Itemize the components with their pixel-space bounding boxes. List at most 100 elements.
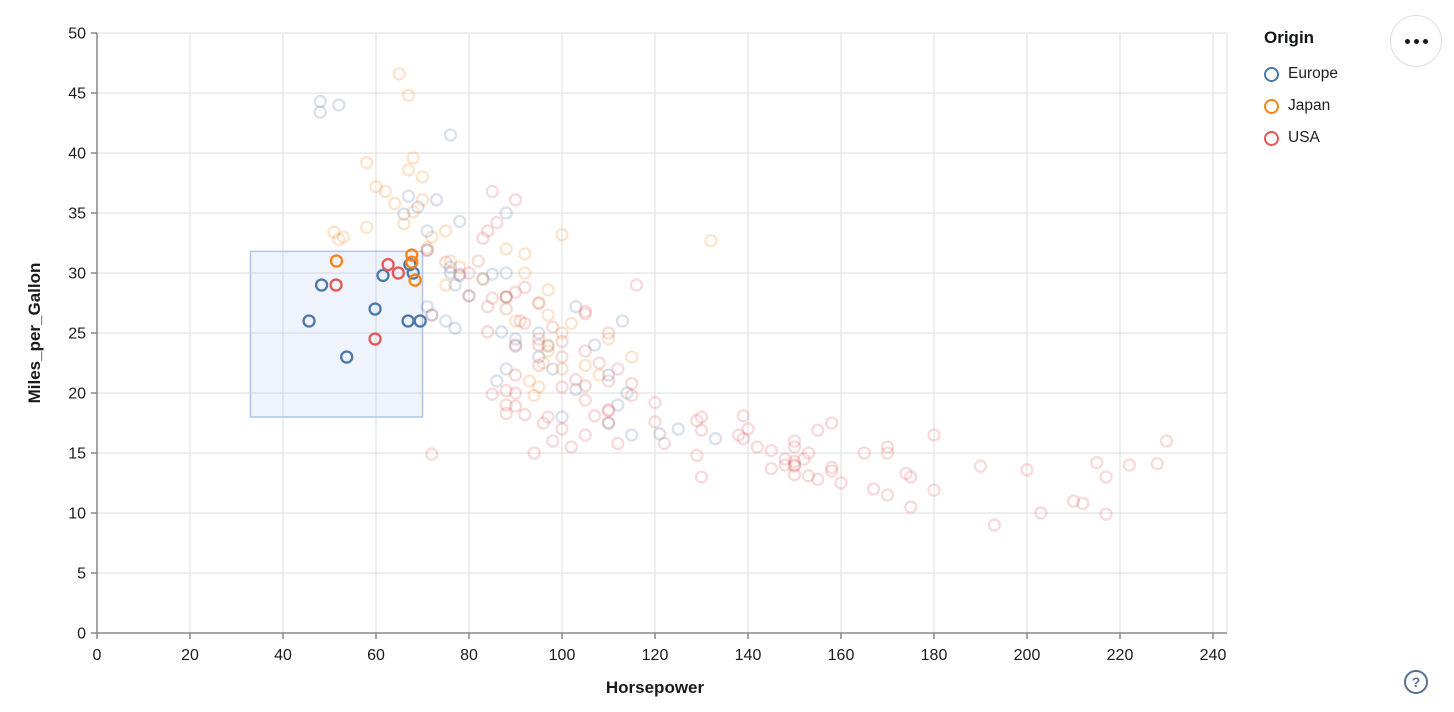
point-selected-europe[interactable] bbox=[368, 302, 382, 316]
point-unselected-japan[interactable] bbox=[336, 230, 351, 244]
point-unselected-usa[interactable] bbox=[601, 403, 616, 417]
point-unselected-japan[interactable] bbox=[406, 205, 420, 219]
point-unselected-usa[interactable] bbox=[508, 193, 523, 207]
point-unselected-usa[interactable] bbox=[1034, 506, 1048, 520]
point-unselected-europe[interactable] bbox=[532, 350, 546, 364]
point-unselected-usa[interactable] bbox=[764, 461, 778, 476]
point-unselected-japan[interactable] bbox=[425, 230, 439, 244]
point-unselected-europe[interactable] bbox=[332, 98, 346, 112]
point-unselected-europe[interactable] bbox=[429, 193, 444, 207]
point-unselected-europe[interactable] bbox=[476, 272, 490, 286]
point-unselected-japan[interactable] bbox=[332, 232, 346, 247]
point-unselected-usa[interactable] bbox=[1099, 470, 1113, 484]
point-unselected-europe[interactable] bbox=[601, 368, 616, 382]
point-unselected-usa[interactable] bbox=[778, 452, 792, 466]
point-unselected-usa[interactable] bbox=[825, 416, 839, 430]
point-unselected-usa[interactable] bbox=[611, 362, 625, 376]
point-selected-europe[interactable] bbox=[314, 278, 329, 292]
point-unselected-europe[interactable] bbox=[401, 189, 416, 203]
point-unselected-japan[interactable] bbox=[704, 233, 718, 248]
point-unselected-usa[interactable] bbox=[508, 285, 523, 299]
point-unselected-europe[interactable] bbox=[420, 224, 434, 238]
legend-item-europe[interactable]: Europe bbox=[1264, 58, 1338, 90]
point-unselected-japan[interactable] bbox=[439, 278, 453, 292]
point-unselected-europe[interactable] bbox=[490, 374, 504, 388]
point-unselected-usa[interactable] bbox=[592, 356, 606, 370]
point-unselected-usa[interactable] bbox=[648, 395, 662, 410]
point-unselected-usa[interactable] bbox=[527, 446, 541, 460]
point-unselected-usa[interactable] bbox=[834, 476, 848, 490]
point-unselected-usa[interactable] bbox=[899, 466, 913, 481]
point-unselected-usa[interactable] bbox=[532, 338, 546, 352]
point-unselected-usa[interactable] bbox=[601, 404, 616, 418]
point-unselected-usa[interactable] bbox=[555, 334, 569, 349]
point-unselected-europe[interactable] bbox=[443, 260, 458, 274]
point-unselected-japan[interactable] bbox=[541, 338, 555, 352]
point-unselected-japan[interactable] bbox=[555, 362, 569, 376]
point-unselected-japan[interactable] bbox=[392, 67, 406, 81]
point-unselected-usa[interactable] bbox=[601, 416, 616, 430]
point-unselected-usa[interactable] bbox=[578, 379, 592, 393]
point-unselected-japan[interactable] bbox=[555, 227, 569, 242]
point-unselected-usa[interactable] bbox=[601, 326, 616, 340]
point-selected-japan[interactable] bbox=[405, 255, 419, 269]
point-unselected-usa[interactable] bbox=[578, 428, 592, 442]
point-unselected-usa[interactable] bbox=[787, 454, 802, 469]
point-unselected-usa[interactable] bbox=[648, 415, 662, 429]
point-unselected-usa[interactable] bbox=[1159, 434, 1174, 448]
point-unselected-europe[interactable] bbox=[499, 290, 513, 304]
point-unselected-japan[interactable] bbox=[508, 314, 523, 328]
point-unselected-europe[interactable] bbox=[532, 326, 546, 340]
point-unselected-europe[interactable] bbox=[499, 362, 513, 376]
point-unselected-europe[interactable] bbox=[411, 200, 425, 214]
point-selected-japan[interactable] bbox=[408, 273, 422, 287]
point-unselected-usa[interactable] bbox=[736, 409, 750, 423]
point-unselected-usa[interactable] bbox=[778, 458, 792, 472]
point-selected-usa[interactable] bbox=[329, 278, 343, 292]
point-unselected-usa[interactable] bbox=[578, 307, 592, 321]
point-unselected-usa[interactable] bbox=[462, 266, 476, 280]
point-unselected-europe[interactable] bbox=[443, 266, 458, 280]
point-unselected-usa[interactable] bbox=[825, 460, 839, 475]
point-unselected-usa[interactable] bbox=[453, 267, 467, 281]
point-unselected-japan[interactable] bbox=[527, 388, 541, 403]
point-unselected-europe[interactable] bbox=[541, 339, 555, 353]
point-selected-usa[interactable] bbox=[381, 257, 395, 272]
point-unselected-usa[interactable] bbox=[601, 374, 616, 388]
point-unselected-usa[interactable] bbox=[787, 458, 802, 472]
point-unselected-japan[interactable] bbox=[453, 260, 467, 274]
point-unselected-europe[interactable] bbox=[601, 416, 616, 430]
point-unselected-usa[interactable] bbox=[625, 376, 639, 391]
point-unselected-usa[interactable] bbox=[485, 184, 499, 199]
point-unselected-usa[interactable] bbox=[508, 386, 523, 400]
point-unselected-usa[interactable] bbox=[499, 302, 513, 316]
point-unselected-usa[interactable] bbox=[825, 464, 839, 478]
point-unselected-europe[interactable] bbox=[569, 299, 583, 314]
point-unselected-usa[interactable] bbox=[1090, 455, 1104, 470]
point-unselected-usa[interactable] bbox=[569, 373, 583, 387]
point-unselected-usa[interactable] bbox=[787, 440, 802, 454]
point-unselected-usa[interactable] bbox=[801, 446, 816, 460]
point-unselected-usa[interactable] bbox=[694, 423, 709, 437]
point-unselected-japan[interactable] bbox=[499, 242, 513, 256]
point-unselected-usa[interactable] bbox=[508, 339, 523, 353]
point-unselected-europe[interactable] bbox=[443, 128, 458, 142]
point-unselected-usa[interactable] bbox=[499, 406, 513, 421]
point-unselected-japan[interactable] bbox=[420, 241, 434, 255]
point-unselected-japan[interactable] bbox=[401, 88, 416, 103]
point-unselected-europe[interactable] bbox=[453, 268, 467, 283]
point-unselected-japan[interactable] bbox=[536, 356, 551, 370]
point-unselected-usa[interactable] bbox=[857, 446, 871, 460]
point-unselected-japan[interactable] bbox=[541, 283, 555, 297]
point-unselected-usa[interactable] bbox=[578, 304, 592, 319]
point-unselected-usa[interactable] bbox=[787, 434, 802, 448]
point-unselected-europe[interactable] bbox=[439, 314, 453, 328]
point-unselected-japan[interactable] bbox=[443, 254, 458, 268]
point-unselected-usa[interactable] bbox=[629, 278, 644, 292]
point-unselected-usa[interactable] bbox=[471, 254, 485, 268]
point-unselected-usa[interactable] bbox=[880, 446, 895, 460]
point-unselected-europe[interactable] bbox=[313, 105, 327, 119]
point-unselected-usa[interactable] bbox=[462, 289, 476, 303]
point-unselected-europe[interactable] bbox=[448, 278, 462, 292]
point-unselected-usa[interactable] bbox=[546, 320, 560, 334]
